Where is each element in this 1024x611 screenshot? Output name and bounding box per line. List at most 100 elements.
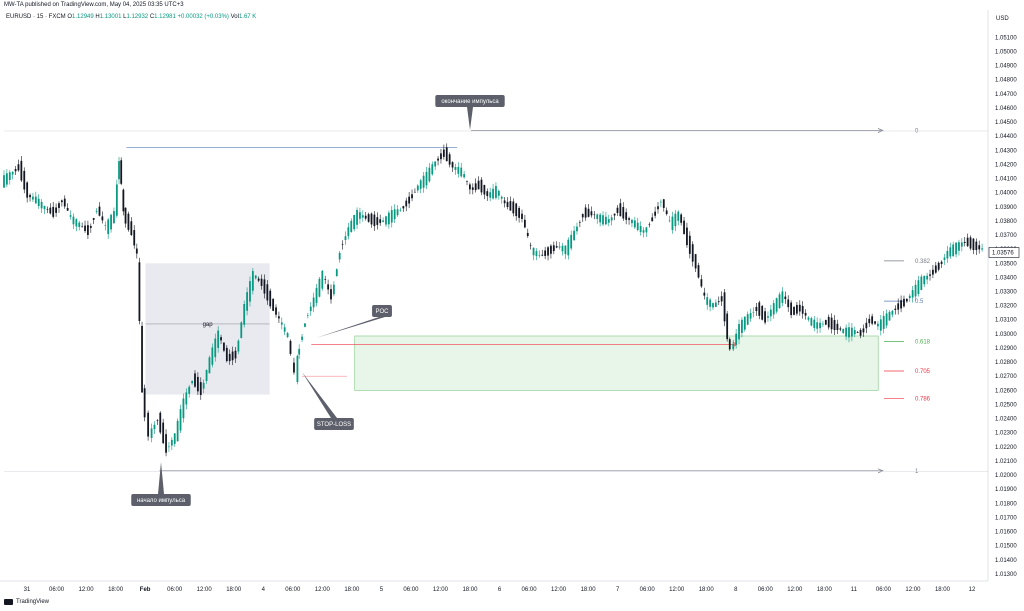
candle-body (607, 219, 610, 223)
time-tick-label: 18:00 (935, 587, 951, 593)
candle-body (772, 303, 775, 315)
candle-body (176, 420, 179, 442)
candle-body (677, 211, 680, 221)
candle-body (422, 175, 425, 188)
candle-body (390, 210, 393, 223)
candle-body (680, 214, 683, 223)
candle-body (92, 218, 95, 220)
candle-body (489, 192, 492, 198)
candle-body (414, 191, 416, 193)
candle-body (845, 327, 847, 337)
candle-body (87, 225, 89, 235)
candle-body (561, 245, 564, 252)
candle-body (781, 291, 784, 303)
candle-body (659, 201, 662, 203)
candle-body (188, 386, 191, 394)
price-tick-label: 1.04300 (995, 148, 1017, 154)
price-tick-label: 1.03000 (995, 332, 1017, 338)
candle-body (859, 329, 862, 336)
candle-body (179, 409, 182, 431)
candle-body (709, 299, 711, 307)
callout-stop-loss: STOP-LOSS (302, 372, 354, 430)
candle-body (89, 226, 92, 228)
callout-impulse-end: окончание импульса (435, 95, 505, 130)
candle-body (283, 327, 286, 332)
candle-body (610, 217, 613, 221)
candle-body (654, 211, 657, 216)
candle-body (900, 300, 902, 309)
candle-body (208, 357, 211, 374)
time-tick-label: 12:00 (197, 587, 213, 593)
candle-body (497, 190, 500, 196)
candle-body (787, 299, 790, 308)
symbol-name[interactable]: EURUSD · 15 · FXCM (6, 14, 66, 20)
candle-body (628, 218, 630, 220)
candle-body (934, 265, 937, 273)
candle-body (173, 433, 176, 444)
candle-body (225, 347, 228, 362)
candle-body (434, 161, 437, 167)
candle-body (801, 305, 804, 314)
candle-body (512, 201, 515, 214)
candle-body (330, 289, 332, 300)
time-tick-label: 18:00 (462, 587, 478, 593)
candle-body (952, 244, 955, 257)
ohlc-item: H1.13001 (95, 14, 122, 20)
candle-body (521, 213, 523, 219)
candle-body (214, 338, 217, 358)
candle-body (156, 420, 159, 421)
candle-body (714, 302, 717, 307)
candle-body (790, 302, 793, 316)
price-tick-label: 1.04600 (995, 106, 1017, 112)
candle-body (596, 214, 599, 219)
candle-body (966, 237, 969, 247)
candle-body (978, 245, 981, 250)
candle-body (260, 278, 263, 286)
candle-body (60, 200, 63, 203)
candle-body (920, 276, 923, 290)
price-tick-label: 1.01800 (995, 501, 1017, 507)
candle-body (573, 230, 575, 241)
candle-body (135, 248, 138, 254)
price-tick-label: 1.03900 (995, 205, 1017, 211)
candle-body (905, 298, 908, 302)
tradingview-logo[interactable]: TradingView (4, 599, 49, 605)
candle-body (691, 244, 694, 262)
price-tick-label: 1.03200 (995, 304, 1017, 310)
time-tick-label: 12:00 (551, 587, 567, 593)
fib-level-label: 0.382 (915, 259, 931, 265)
candle-body (120, 160, 123, 184)
candle-body (228, 353, 231, 362)
price-tick-label: 1.02600 (995, 388, 1017, 394)
candle-body (130, 221, 133, 236)
candle-body (824, 319, 827, 325)
time-tick-label: 18:00 (817, 587, 833, 593)
candle-body (541, 254, 544, 256)
tradingview-mark-icon (4, 599, 13, 605)
candle-body (304, 323, 306, 327)
ohlc-item: L1.12932 (123, 14, 149, 20)
candle-body (150, 428, 153, 438)
price-tick-label: 1.04900 (995, 64, 1017, 70)
fib-arrow-icon (877, 468, 884, 474)
candle-body (113, 211, 115, 224)
candle-body (81, 226, 84, 228)
candle-body (20, 160, 23, 181)
candle-body (688, 235, 691, 254)
price-tick-label: 1.02800 (995, 360, 1017, 366)
price-tick-label: 1.01600 (995, 530, 1017, 536)
candle-body (269, 290, 272, 307)
candle-body (822, 323, 824, 325)
candle-body (78, 222, 81, 228)
candle-body (318, 278, 321, 297)
candle-body (72, 216, 75, 225)
candle-body (871, 316, 874, 324)
candle-body (110, 214, 112, 230)
time-tick-label: 8 (734, 587, 738, 593)
candle-body (955, 242, 957, 255)
candle-body (101, 216, 104, 221)
candle-body (703, 292, 706, 296)
candle-body (796, 304, 798, 314)
candle-body (399, 209, 402, 211)
